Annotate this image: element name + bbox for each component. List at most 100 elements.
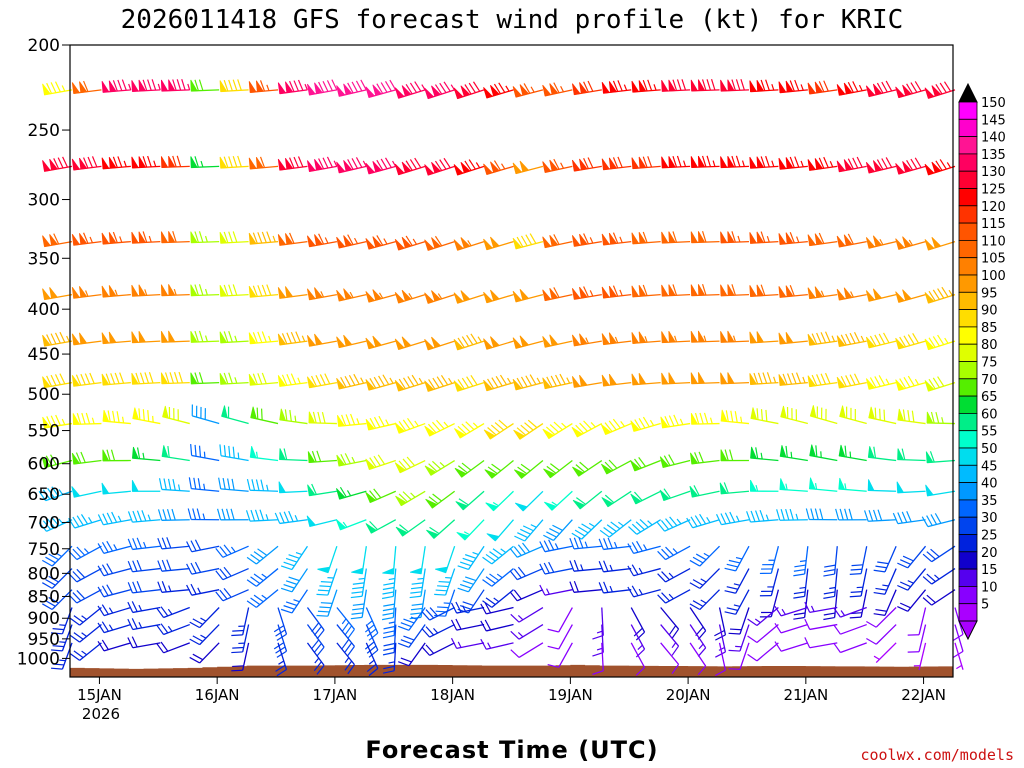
colorbar-label: 85 [981,321,998,336]
wind-barb [409,546,426,575]
colorbar-label: 105 [981,252,1006,267]
colorbar-swatch [958,430,978,449]
wind-barb [804,637,838,649]
wind-barb [793,546,809,577]
y-tick-label: 900 [28,609,60,629]
wind-barb [219,331,249,344]
wind-barb [865,80,897,98]
wind-barb [924,334,956,351]
wind-barb [158,478,190,492]
wind-barb [804,618,838,631]
wind-barb [70,642,102,661]
wind-barb [453,290,485,304]
wind-barb [897,448,926,462]
wind-barb [509,542,544,558]
wind-barb [336,373,367,390]
wind-barb [873,589,897,616]
wind-barb [365,235,396,250]
wind-barb [728,607,750,635]
wind-barb [598,581,632,594]
wind-barb [913,642,927,671]
wind-barb [720,155,749,169]
wind-barb [720,449,749,462]
colorbar-label: 15 [981,563,998,578]
wind-barb [569,537,602,550]
wind-barb [921,513,956,528]
wind-barb [571,374,602,388]
wind-barb [483,160,514,176]
wind-barb [434,568,456,596]
wind-barb [720,231,749,244]
wind-barb [160,231,190,244]
wind-barb [424,157,455,176]
wind-barb [714,607,727,641]
colorbar-label: 70 [981,373,998,388]
wind-barb [631,373,661,386]
wind-barb [364,607,379,641]
wind-barb [421,623,455,638]
wind-barb [925,451,956,464]
wind-barb [720,409,750,425]
colorbar-swatch [958,291,978,310]
wind-barb [190,330,220,343]
wind-barb [101,482,131,495]
wind-barb [336,607,355,639]
wind-barb [190,372,220,385]
wind-barb [922,568,956,585]
wind-barb [749,372,779,385]
plot-area [38,44,964,678]
colorbar-swatch [958,464,978,483]
wind-barb [97,584,132,598]
wind-barb [661,372,691,385]
wind-barb [248,284,279,298]
plot-frame [69,44,954,678]
wind-barb [394,157,426,176]
colorbar-swatch [958,378,978,397]
wind-barb [779,478,808,492]
wind-barb [71,80,102,95]
wind-barb [907,624,927,653]
wind-barb [41,454,73,469]
wind-barb [542,421,573,440]
wind-barb [394,374,426,392]
wind-barb [351,546,367,575]
wind-barb [248,372,279,386]
chart-title: 2026011418 GFS forecast wind profile (kt… [121,5,904,35]
wind-barb [922,545,956,563]
wind-barb [161,445,190,462]
wind-barb [601,332,632,346]
wind-barb [157,581,190,593]
wind-barb [306,515,338,528]
wind-barb [365,374,396,391]
wind-barb [728,642,750,670]
wind-barb [512,374,544,391]
wind-barb [514,490,544,512]
wind-barb [316,568,338,596]
wind-barb [453,374,485,392]
wind-barb [421,606,455,621]
wind-barb [186,561,220,575]
x-tick-label: 19JAN [548,686,593,704]
colorbar-swatch [958,118,978,138]
wind-barb [571,157,602,172]
wind-barb [892,511,926,525]
wind-barb [456,519,485,541]
y-tick-label: 800 [28,564,60,584]
wind-barb [277,331,308,346]
wind-barb [724,545,750,572]
wind-barb [335,519,367,531]
wind-barb [246,479,279,492]
wind-barb [746,509,779,523]
wind-barb [779,445,808,462]
wind-barb [42,331,73,347]
wind-barb [780,405,808,425]
wind-barb [514,460,544,479]
wind-barb [215,587,249,602]
colorbar-label: 120 [981,200,1006,215]
wind-barb [833,642,867,654]
wind-barb [231,624,250,654]
wind-barb [68,589,102,604]
wind-barb [601,373,632,387]
wind-barb [131,446,161,462]
